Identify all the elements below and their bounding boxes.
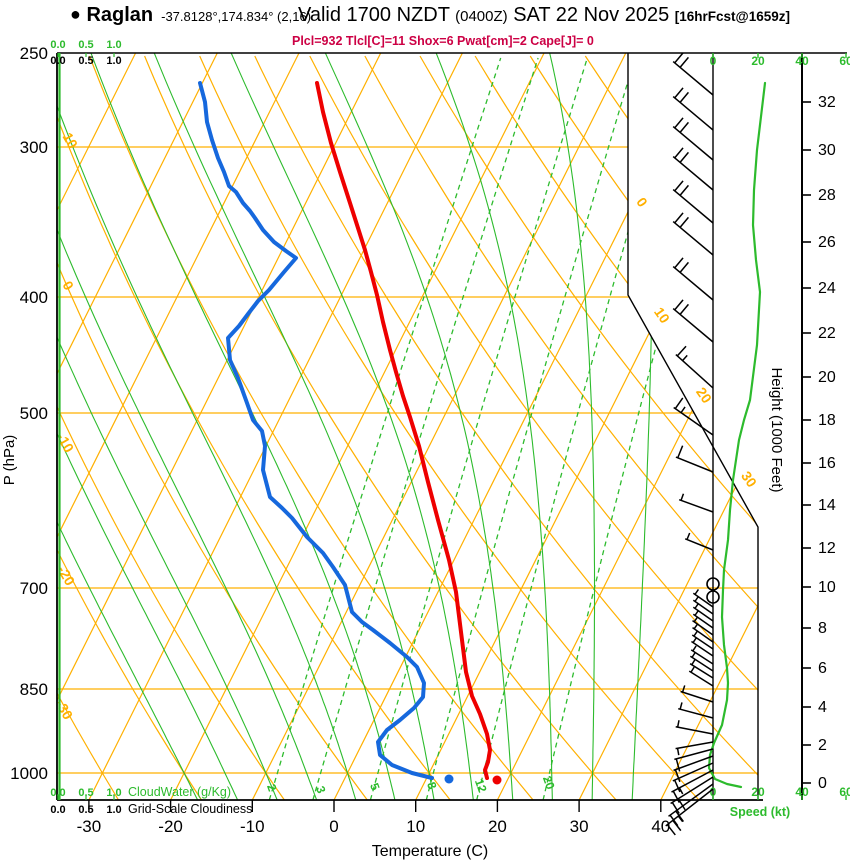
svg-text:0.5: 0.5	[78, 804, 93, 816]
svg-text:10: 10	[818, 579, 836, 596]
svg-text:28: 28	[818, 187, 836, 204]
svg-text:22: 22	[818, 325, 836, 342]
station-name: Raglan	[86, 4, 154, 26]
svg-text:0: 0	[329, 817, 338, 836]
svg-text:P (hPa): P (hPa)	[1, 435, 18, 486]
svg-text:0.5: 0.5	[78, 55, 93, 67]
svg-text:20: 20	[488, 817, 507, 836]
svg-text:8: 8	[818, 620, 827, 637]
svg-text:0.5: 0.5	[78, 787, 93, 799]
valid-prefix: Valid 1700 NZDT	[298, 4, 456, 26]
svg-text:Grid-Scale Cloudiness: Grid-Scale Cloudiness	[128, 802, 252, 816]
svg-text:12: 12	[472, 777, 490, 795]
svg-text:1.0: 1.0	[106, 804, 121, 816]
station-coords: -37.8128°,174.834° (2,16)	[161, 9, 312, 24]
svg-text:20: 20	[540, 774, 558, 792]
svg-text:14: 14	[818, 497, 836, 514]
svg-text:1.0: 1.0	[106, 787, 121, 799]
dewpoint-curve	[198, 81, 434, 780]
svg-text:Height (1000 Feet): Height (1000 Feet)	[768, 367, 785, 492]
svg-text:0: 0	[59, 278, 77, 293]
svg-text:0.0: 0.0	[50, 804, 65, 816]
svg-text:CloudWater (g/Kg): CloudWater (g/Kg)	[128, 785, 231, 799]
svg-text:-30: -30	[77, 817, 102, 836]
svg-text:40: 40	[795, 54, 809, 68]
svg-text:700: 700	[20, 579, 48, 598]
svg-text:18: 18	[818, 412, 836, 429]
svg-text:300: 300	[20, 138, 48, 157]
svg-text:0.0: 0.0	[50, 55, 65, 67]
svg-text:40: 40	[651, 817, 670, 836]
station-title: ● Raglan -37.8128°,174.834° (2,16)	[70, 4, 311, 27]
svg-text:16: 16	[818, 455, 836, 472]
svg-text:1.0: 1.0	[106, 39, 121, 51]
svg-text:20: 20	[751, 785, 765, 799]
svg-text:0.0: 0.0	[50, 39, 65, 51]
svg-text:30: 30	[570, 817, 589, 836]
valid-zulu: (0400Z)	[455, 8, 508, 25]
svg-text:26: 26	[818, 234, 836, 251]
surface-dots	[444, 774, 502, 785]
svg-text:2: 2	[264, 782, 280, 793]
svg-text:Speed (kt): Speed (kt)	[730, 805, 790, 819]
svg-text:24: 24	[818, 280, 836, 297]
sounding-parameters: Plcl=932 Tlcl[C]=11 Shox=6 Pwat[cm]=2 Ca…	[292, 34, 594, 48]
wind-barbs	[665, 52, 720, 836]
valid-time-line: Valid 1700 NZDT (0400Z) SAT 22 Nov 2025 …	[298, 4, 790, 27]
svg-text:40: 40	[795, 785, 809, 799]
svg-text:Temperature (C): Temperature (C)	[372, 843, 488, 860]
svg-text:-20: -20	[158, 817, 183, 836]
svg-text:0.5: 0.5	[78, 39, 93, 51]
svg-text:0.0: 0.0	[50, 787, 65, 799]
svg-text:30: 30	[738, 468, 760, 490]
svg-text:0: 0	[710, 785, 717, 799]
svg-text:20: 20	[818, 369, 836, 386]
svg-text:0: 0	[818, 775, 827, 792]
svg-text:12: 12	[818, 540, 836, 557]
plot-frame	[56, 52, 847, 801]
svg-text:10: 10	[60, 130, 82, 152]
temperature-curve	[315, 81, 492, 780]
svg-text:5: 5	[367, 781, 383, 792]
svg-text:8: 8	[424, 780, 440, 791]
svg-text:-30: -30	[52, 697, 76, 723]
forecast-tag: [16hrFcst@1659z]	[674, 9, 790, 24]
station-bullet-icon: ●	[70, 4, 81, 24]
svg-text:10: 10	[651, 304, 673, 326]
svg-text:6: 6	[818, 660, 827, 677]
svg-text:4: 4	[818, 699, 827, 716]
svg-text:2: 2	[818, 737, 827, 754]
wind-speed-profile	[707, 81, 767, 789]
svg-text:1000: 1000	[10, 764, 48, 783]
svg-text:32: 32	[818, 94, 836, 111]
svg-text:-10: -10	[240, 817, 265, 836]
svg-text:400: 400	[20, 288, 48, 307]
svg-text:60: 60	[839, 785, 850, 799]
svg-text:0: 0	[710, 54, 717, 68]
svg-text:500: 500	[20, 404, 48, 423]
svg-text:30: 30	[818, 142, 836, 159]
svg-text:10: 10	[406, 817, 425, 836]
svg-text:0: 0	[633, 194, 651, 210]
svg-text:1.0: 1.0	[106, 55, 121, 67]
svg-text:250: 250	[20, 44, 48, 63]
valid-date: SAT 22 Nov 2025	[507, 4, 675, 26]
svg-text:3: 3	[313, 784, 329, 795]
svg-text:20: 20	[751, 54, 765, 68]
svg-text:60: 60	[839, 54, 850, 68]
svg-text:850: 850	[20, 680, 48, 699]
